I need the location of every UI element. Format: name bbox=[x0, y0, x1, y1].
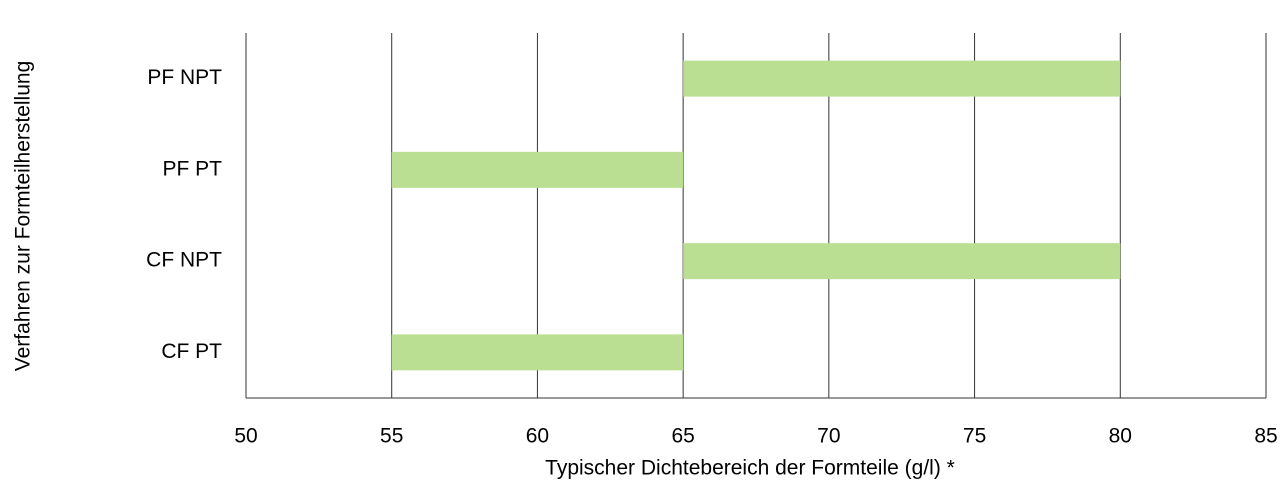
range-bar-pf-npt bbox=[683, 60, 1121, 97]
x-tick-label: 75 bbox=[963, 425, 986, 448]
y-category-label: CF PT bbox=[161, 340, 222, 363]
bars bbox=[391, 60, 1121, 371]
range-bar-pf-pt bbox=[391, 151, 684, 188]
x-tick-label: 50 bbox=[234, 425, 257, 448]
x-tick-label: 80 bbox=[1109, 425, 1132, 448]
x-axis-title: Typischer Dichtebereich der Formteile (g… bbox=[545, 457, 955, 480]
x-tick-label: 65 bbox=[671, 425, 694, 448]
x-tick-label: 70 bbox=[817, 425, 840, 448]
y-category-label: CF NPT bbox=[146, 249, 222, 272]
y-axis-title: Verfahren zur Formteilherstellung bbox=[12, 61, 35, 371]
y-category-label: PF PT bbox=[162, 157, 222, 180]
x-tick-label: 55 bbox=[380, 425, 403, 448]
x-tick-label: 60 bbox=[526, 425, 549, 448]
range-bar-cf-pt bbox=[391, 334, 684, 371]
x-tick-labels: 50 55 60 65 70 75 80 85 bbox=[234, 425, 1277, 448]
y-category-labels: PF NPT PF PT CF NPT CF PT bbox=[146, 66, 222, 363]
y-category-label: PF NPT bbox=[147, 66, 222, 89]
range-bar-cf-npt bbox=[683, 243, 1121, 280]
x-tick-label: 85 bbox=[1254, 425, 1277, 448]
